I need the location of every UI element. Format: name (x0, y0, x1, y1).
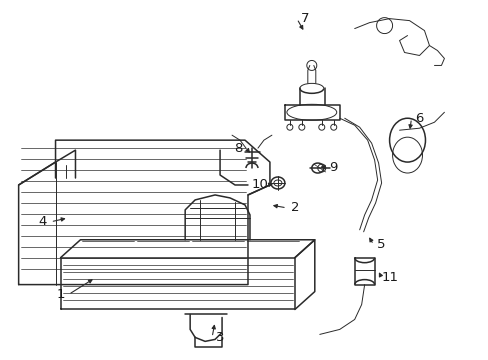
Text: 10: 10 (251, 179, 268, 192)
Text: 3: 3 (215, 331, 224, 344)
Text: 2: 2 (290, 201, 299, 215)
Text: 1: 1 (56, 288, 64, 301)
Text: 11: 11 (380, 271, 397, 284)
Text: 7: 7 (300, 12, 308, 25)
Text: 4: 4 (39, 215, 47, 228)
Text: 5: 5 (377, 238, 385, 251)
Text: 9: 9 (329, 161, 337, 174)
Text: 8: 8 (233, 141, 242, 155)
Text: 6: 6 (414, 112, 423, 125)
